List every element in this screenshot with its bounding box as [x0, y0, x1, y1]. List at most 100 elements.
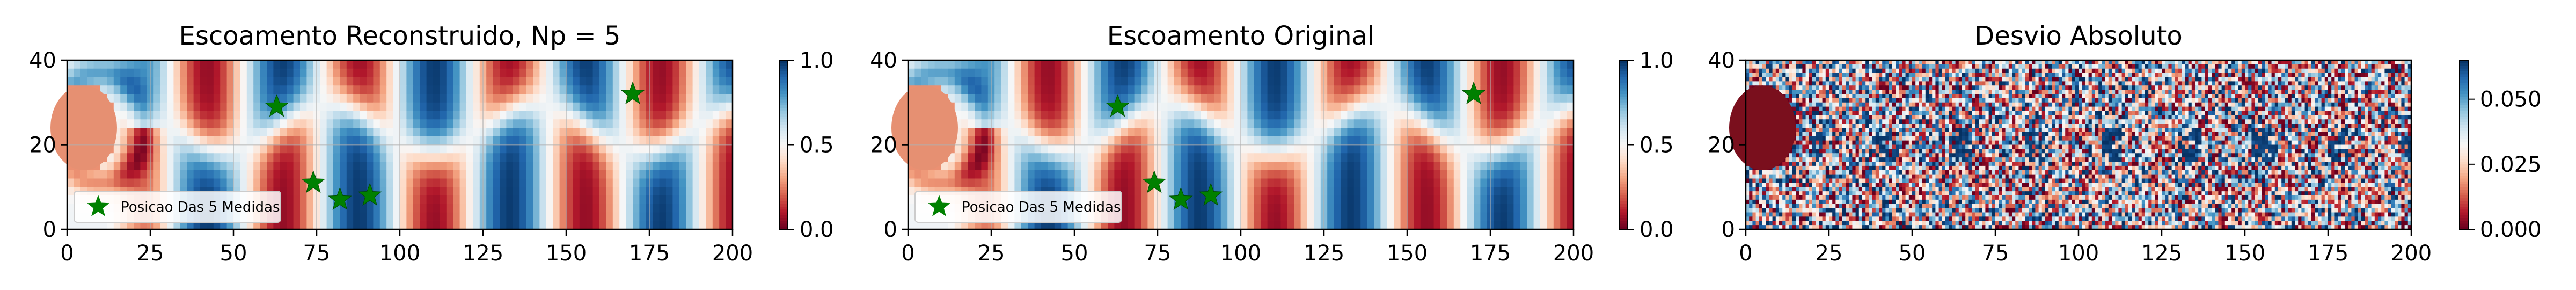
heatmap-cell [1067, 162, 1075, 171]
heatmap-cell [1041, 136, 1048, 146]
heatmap-cell [1547, 187, 1554, 196]
heatmap-cell [1267, 94, 1275, 103]
heatmap-cell [539, 119, 547, 128]
heatmap-cell [1247, 60, 1255, 69]
x-tick-label: 25 [978, 241, 1005, 266]
heatmap-cell [599, 162, 606, 171]
heatmap-cell [1141, 85, 1148, 95]
heatmap-cell [2221, 73, 2226, 78]
heatmap-cell [2085, 73, 2089, 78]
heatmap-cell [1067, 111, 1075, 120]
colorbar-segment [779, 63, 788, 67]
heatmap-cell [1420, 204, 1428, 213]
heatmap-cell [420, 170, 427, 179]
heatmap-cell [100, 60, 107, 69]
heatmap-cell [1460, 178, 1468, 187]
heatmap-cell [120, 60, 128, 69]
heatmap-cell [2132, 68, 2135, 74]
heatmap-cell [1533, 77, 1541, 86]
heatmap-cell [253, 144, 261, 154]
heatmap-cell [1353, 204, 1361, 213]
heatmap-cell [287, 144, 294, 154]
heatmap-cell [406, 170, 414, 179]
heatmap-cell [1074, 119, 1081, 128]
heatmap-cell [253, 162, 261, 171]
heatmap-cell [1852, 73, 1856, 78]
heatmap-cell [1181, 94, 1188, 103]
heatmap-cell [1041, 60, 1048, 69]
heatmap-cell [579, 153, 587, 162]
colorbar-segment [779, 142, 788, 146]
heatmap-cell [226, 119, 234, 128]
heatmap-cell [2102, 64, 2106, 69]
heatmap-cell [506, 68, 514, 78]
heatmap-cell [373, 221, 380, 230]
heatmap-cell [187, 111, 194, 120]
heatmap-cell [400, 85, 407, 95]
heatmap-cell [2318, 60, 2322, 65]
heatmap-cell [2298, 64, 2302, 69]
heatmap-cell [353, 195, 361, 205]
heatmap-cell [1087, 128, 1095, 137]
heatmap-cell [1440, 144, 1447, 154]
heatmap-cell [1341, 119, 1348, 128]
heatmap-cell [2208, 68, 2212, 74]
heatmap-cell [1121, 221, 1128, 230]
heatmap-cell [553, 60, 560, 69]
heatmap-cell [706, 77, 713, 86]
heatmap-cell [1520, 187, 1527, 196]
heatmap-cell [2029, 64, 2032, 69]
colorbar-segment [779, 156, 788, 160]
heatmap-cell [1108, 119, 1115, 128]
heatmap-cell [619, 187, 627, 196]
heatmap-cell [386, 128, 394, 137]
heatmap-cell [1280, 136, 1288, 146]
heatmap-cell [1805, 68, 1810, 74]
heatmap-cell [1294, 153, 1301, 162]
heatmap-cell [968, 119, 975, 128]
heatmap-cell [273, 221, 281, 230]
heatmap-cell [2029, 60, 2032, 65]
heatmap-cell [2058, 60, 2062, 65]
heatmap-cell [213, 144, 221, 154]
heatmap-cell [1467, 128, 1474, 137]
heatmap-cell [1121, 136, 1128, 146]
heatmap-cell [153, 144, 161, 154]
heatmap-cell [672, 170, 680, 179]
heatmap-cell [1460, 111, 1468, 120]
heatmap-cell [253, 94, 261, 103]
colorbar-segment [779, 221, 788, 224]
heatmap-cell [433, 136, 440, 146]
heatmap-cell [1147, 144, 1155, 154]
heatmap-cell [1507, 153, 1514, 162]
heatmap-cell [1769, 73, 1773, 78]
heatmap-cell [1227, 68, 1235, 78]
heatmap-cell [539, 68, 547, 78]
heatmap-cell [921, 68, 928, 78]
heatmap-cell [1267, 85, 1275, 95]
heatmap-cell [1407, 60, 1414, 69]
heatmap-cell [1460, 128, 1468, 137]
heatmap-cell [1247, 111, 1255, 120]
heatmap-cell [1327, 204, 1335, 213]
heatmap-cell [1952, 60, 1956, 65]
heatmap-cell [908, 221, 915, 230]
heatmap-cell [167, 144, 174, 154]
colorbar-segment [779, 119, 788, 123]
heatmap-cell [1181, 136, 1188, 146]
heatmap-cell [1792, 73, 1796, 78]
heatmap-cell [1194, 162, 1202, 171]
heatmap-cell [267, 153, 274, 162]
heatmap-cell [1167, 178, 1175, 187]
heatmap-cell [1014, 94, 1022, 103]
heatmap-cell [726, 94, 733, 103]
heatmap-cell [1387, 119, 1394, 128]
heatmap-cell [519, 178, 527, 187]
heatmap-cell [127, 85, 134, 95]
heatmap-cell [719, 170, 727, 179]
heatmap-cell [493, 85, 500, 95]
heatmap-cell [306, 128, 314, 137]
heatmap-cell [1194, 136, 1202, 146]
heatmap-cell [1274, 187, 1281, 196]
heatmap-cell [513, 128, 520, 137]
